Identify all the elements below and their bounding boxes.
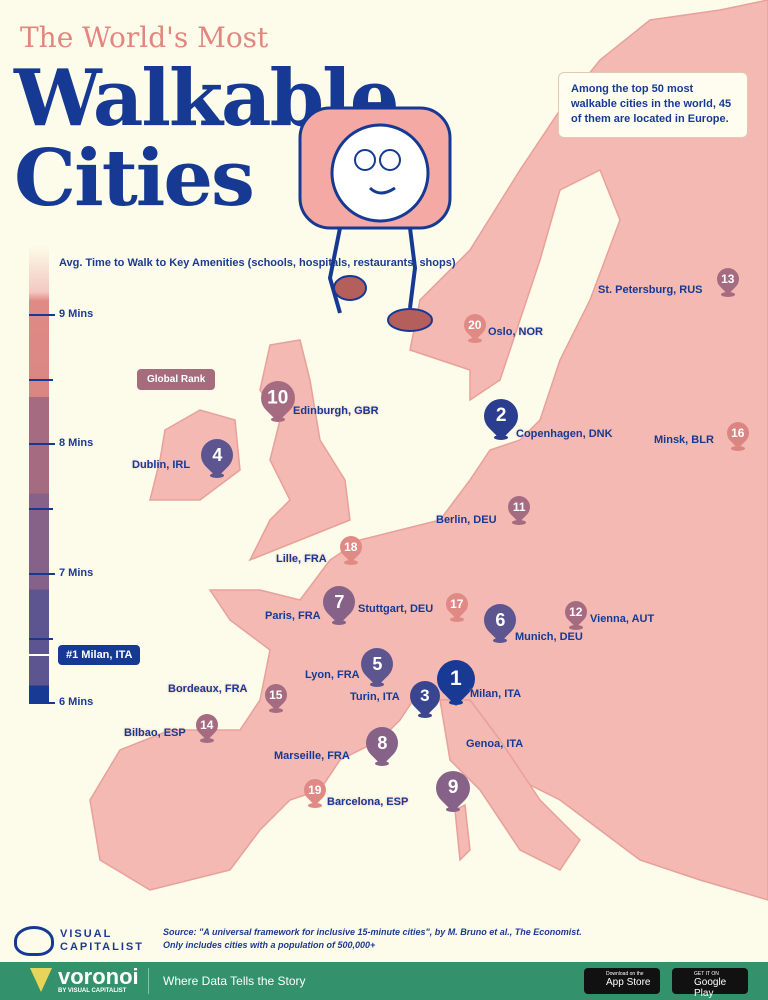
city-label: Stuttgart, DEU (358, 603, 434, 615)
tick-9-mins: 9 Mins (59, 308, 94, 320)
walk-time-color-scale (29, 246, 49, 704)
tick-7-mins: 7 Mins (59, 567, 94, 579)
google-play-button[interactable]: GET IT ON Google Play (672, 968, 748, 999)
city-label: Edinburgh, GBR (293, 405, 379, 417)
tick-mark (29, 573, 55, 575)
city-label: Dublin, IRL (132, 459, 191, 471)
tick-6-mins: 6 Mins (59, 696, 94, 708)
tick-mark (29, 508, 53, 510)
tick-mark (29, 702, 55, 704)
map-pin-rank-14: 14 (191, 709, 223, 743)
map-pin-rank-16: 16 (722, 417, 754, 451)
top-city-marker: #1 Milan, ITA (58, 645, 141, 665)
map-pin-rank-3: 3 (403, 674, 447, 718)
map-pin-rank-20: 20 (459, 309, 491, 343)
tick-mark (29, 314, 55, 316)
city-label: Turin, ITA (350, 691, 400, 703)
map-pin-rank-18: 18 (335, 531, 367, 565)
map-pin-rank-7: 7 (316, 579, 362, 625)
city-label: Vienna, AUT (590, 613, 655, 625)
app-store-button[interactable]: Download on the App Store (584, 968, 660, 994)
source-note: Source: "A universal framework for inclu… (163, 927, 582, 950)
tick-mark (29, 379, 53, 381)
walking-clock-mascot-icon (298, 106, 452, 332)
land-corsica (454, 803, 471, 862)
voronoi-logo: voronoi BY VISUAL CAPITALIST (30, 966, 139, 994)
title-line1: The World's Most (20, 21, 269, 54)
map-pin-rank-15: 15 (260, 679, 292, 713)
legend-title: Avg. Time to Walk to Key Amenities (scho… (59, 257, 456, 269)
city-label: Genoa, ITA (466, 738, 524, 750)
map-pin-rank-13: 13 (712, 263, 744, 297)
city-label: Paris, FRA (265, 610, 321, 622)
city-label: St. Petersburg, RUS (598, 284, 703, 296)
map-pin-rank-12: 12 (560, 596, 592, 630)
visual-capitalist-logo: VISUAL CAPITALIST (14, 926, 144, 956)
footer-divider (148, 968, 149, 994)
map-pin-rank-10: 10 (253, 373, 303, 423)
global-rank-callout: Global Rank (137, 369, 216, 390)
city-label: Lille, FRA (276, 553, 327, 565)
city-label: Milan, ITA (470, 688, 522, 700)
tick-mark (29, 443, 55, 445)
city-label: Minsk, BLR (654, 434, 714, 446)
map-pin-rank-17: 17 (441, 588, 473, 622)
map-pin-rank-4: 4 (194, 432, 240, 478)
map-pin-rank-9: 9 (428, 763, 478, 813)
city-label: Oslo, NOR (488, 326, 544, 338)
tick-8-mins: 8 Mins (59, 437, 94, 449)
info-note: Among the top 50 most walkable cities in… (558, 72, 748, 138)
tagline: Where Data Tells the Story (163, 974, 306, 988)
city-label: Berlin, DEU (436, 514, 497, 526)
map-pin-rank-8: 8 (359, 720, 405, 766)
city-label: Barcelona, ESP (327, 796, 409, 808)
city-label: Copenhagen, DNK (516, 428, 613, 440)
map-pin-rank-5: 5 (354, 641, 400, 687)
city-label: Lyon, FRA (305, 669, 360, 681)
milan-tick-mark (29, 654, 55, 656)
map-pin-rank-1: 1 (429, 652, 483, 706)
tick-mark (29, 638, 53, 640)
city-label: Bordeaux, FRA (168, 683, 248, 695)
map-pin-rank-11: 11 (503, 491, 535, 525)
city-label: Munich, DEU (515, 631, 583, 643)
map-pin-rank-19: 19 (299, 774, 331, 808)
land-scandinavia-russia (89, 0, 768, 901)
map-pin-rank-2: 2 (476, 391, 526, 441)
city-label: Bilbao, ESP (124, 727, 186, 739)
land-britain (248, 339, 351, 562)
map-pin-rank-6: 6 (477, 597, 523, 643)
city-label: Marseille, FRA (274, 750, 350, 762)
title-line3: Cities (14, 133, 255, 224)
